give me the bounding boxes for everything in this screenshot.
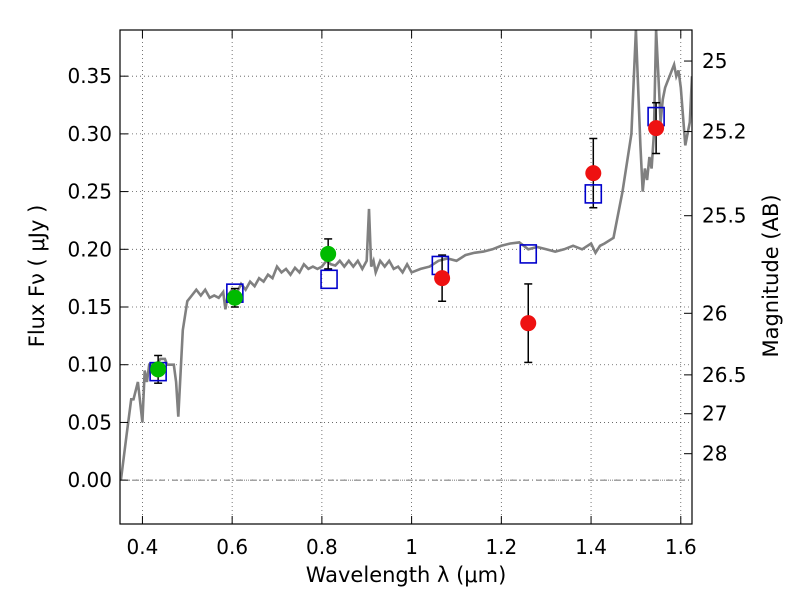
model-point-square — [320, 269, 338, 290]
error-bars — [154, 101, 661, 384]
y-axis-ticks: 0.00 0.05 0.10 0.15 0.20 0.25 0.30 0.35 — [67, 64, 128, 492]
model-sed-line — [120, 30, 692, 481]
y2-tick-label: 25 — [702, 49, 727, 73]
y2-tick-label: 28 — [702, 442, 727, 466]
green-data-point — [226, 289, 243, 306]
y2-tick-label: 26.5 — [702, 363, 747, 387]
x-tick-label: 0.4 — [127, 535, 159, 559]
x-axis-label: Wavelength λ (μm) — [306, 563, 507, 587]
y-tick-label: 0.35 — [67, 64, 112, 88]
green-data-point — [320, 245, 337, 262]
plot-frame — [119, 29, 693, 525]
y-tick-label: 0.25 — [67, 180, 112, 204]
y2-tick-label: 26 — [702, 301, 727, 325]
y2-tick-label: 25.5 — [702, 204, 747, 228]
y-tick-label: 0.05 — [67, 410, 112, 434]
y-tick-label: 0.00 — [67, 468, 112, 492]
red-data-point — [434, 270, 451, 287]
x-tick-label: 1.4 — [575, 535, 607, 559]
y2-axis-label: Magnitude (AB) — [759, 194, 783, 357]
y-axis-label: Flux Fν ( μJy ) — [25, 205, 49, 348]
red-data-point — [585, 165, 602, 182]
x-axis-ticks: 0.4 0.6 0.8 1 1.2 1.4 1.6 — [127, 30, 697, 559]
x-tick-label: 0.6 — [216, 535, 248, 559]
y-tick-label: 0.10 — [67, 353, 112, 377]
red-data-point — [520, 315, 537, 332]
red-data-point — [648, 120, 665, 137]
green-data-point — [150, 361, 167, 378]
x-tick-label: 1.6 — [665, 535, 697, 559]
model-point-square — [519, 244, 538, 264]
x-tick-label: 1.2 — [485, 535, 517, 559]
y2-tick-label: 25.2 — [702, 120, 747, 144]
y2-axis-ticks: 25 25.2 25.5 26 26.5 27 28 — [684, 49, 747, 466]
y2-tick-label: 27 — [702, 402, 727, 426]
x-tick-label: 0.8 — [306, 535, 338, 559]
x-tick-label: 1 — [405, 535, 418, 559]
y-tick-label: 0.15 — [67, 295, 112, 319]
y-tick-label: 0.20 — [67, 237, 112, 261]
model-point-square — [584, 184, 603, 204]
grid — [120, 30, 692, 524]
y-tick-label: 0.30 — [67, 122, 112, 146]
model-sed-path — [120, 30, 692, 481]
data-markers — [149, 106, 665, 382]
